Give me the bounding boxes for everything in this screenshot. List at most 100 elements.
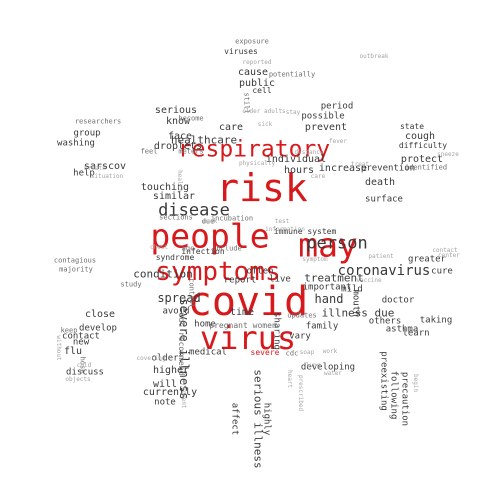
- word-cure: cure: [431, 266, 453, 277]
- word-soap: soap: [299, 349, 315, 356]
- word-spread: spread: [157, 291, 201, 305]
- word-state: state: [399, 122, 425, 131]
- word-affect: affect: [229, 402, 240, 436]
- word-family: family: [305, 321, 339, 332]
- word-test: test: [274, 218, 290, 225]
- word-important: important: [302, 282, 352, 293]
- word-immune-system: immune system: [273, 227, 337, 236]
- word-treatment: treatment: [304, 271, 364, 285]
- word-taking: taking: [419, 315, 453, 326]
- word-majority: majority: [59, 265, 93, 274]
- word-hours: hours: [283, 165, 315, 176]
- word-cdc: cdc: [285, 349, 299, 358]
- word-home: home: [194, 319, 216, 330]
- word-greater: greater: [408, 254, 446, 265]
- word-frequent: frequent: [180, 379, 187, 409]
- word-fever: fever: [328, 138, 348, 145]
- word-pregnant-women: pregnant women: [209, 321, 277, 330]
- word-prevention: prevention: [360, 163, 416, 174]
- word-condition: condition: [133, 267, 193, 281]
- word-cough: cough: [404, 131, 436, 142]
- word-face: face: [167, 131, 193, 142]
- word-treat: treat: [350, 161, 370, 168]
- word-covid: covid: [187, 279, 309, 325]
- word-health: health: [176, 170, 183, 192]
- word-care: care: [218, 122, 244, 133]
- word-developing: developing: [300, 362, 356, 373]
- word-contact: contact: [62, 331, 100, 342]
- word-control: control: [187, 278, 196, 308]
- word-center: center: [438, 252, 460, 259]
- word-develop: develop: [79, 323, 117, 334]
- word-illness-due: illness due: [321, 306, 395, 320]
- word-risk: risk: [216, 166, 308, 210]
- word-following: following: [388, 370, 399, 420]
- word-individual: individual: [265, 154, 327, 165]
- word-close: close: [84, 309, 116, 320]
- word-report: report: [223, 275, 257, 286]
- word-will: will: [152, 379, 178, 390]
- word-precaution: precaution: [399, 371, 410, 427]
- word-work: work: [322, 348, 338, 355]
- word-discuss: discuss: [66, 367, 104, 378]
- word-vaccine: vaccine: [356, 277, 382, 284]
- word-patient: patient: [368, 253, 394, 260]
- word-objects: objects: [65, 376, 91, 383]
- word-meters: meters: [178, 147, 204, 156]
- word-mild: mild: [341, 284, 363, 295]
- word-physically: physically: [238, 160, 276, 167]
- word-exposure: exposure: [235, 37, 269, 46]
- word-feel: feel: [140, 147, 158, 156]
- word-water: water: [323, 370, 343, 377]
- word-learn: learn: [402, 328, 430, 339]
- word-know: know: [165, 116, 191, 127]
- word-possible: possible: [301, 111, 345, 122]
- word-become: become: [178, 114, 204, 123]
- word-prescribed: prescribed: [297, 374, 304, 412]
- word-washing: washing: [57, 138, 95, 149]
- word-contagious: contagious: [53, 256, 97, 265]
- word-droplets: droplets: [153, 141, 203, 152]
- word-group: group: [73, 128, 101, 139]
- word-viruses: viruses: [224, 47, 258, 56]
- word-due: due: [201, 217, 215, 226]
- word-sections: sections: [159, 213, 193, 222]
- word-higher: higher: [152, 365, 190, 376]
- word-often: often: [246, 266, 274, 277]
- word-cell: cell: [252, 86, 272, 95]
- word-time: time: [229, 307, 255, 318]
- word-surface: surface: [365, 194, 403, 205]
- word-infection: infection: [181, 247, 225, 256]
- word-mask: mask: [202, 218, 218, 225]
- word-virus: virus: [199, 319, 297, 357]
- word-chest: chest: [149, 244, 169, 251]
- word-similar: similar: [152, 191, 196, 202]
- word-may: may: [298, 225, 358, 265]
- word-disease: disease: [158, 200, 230, 221]
- word-severe: severe: [250, 348, 280, 357]
- word-sneeze: sneeze: [437, 151, 459, 158]
- word-hand: hand: [314, 292, 344, 306]
- word-preexisting: preexisting: [378, 351, 389, 411]
- word-sarscov: sarscov: [83, 161, 127, 172]
- word-reported: reported: [242, 59, 272, 66]
- word-sick: sick: [257, 121, 273, 128]
- word-mouth: mouth: [350, 289, 361, 317]
- word-older-adults: older adults: [242, 108, 286, 115]
- word-heart: heart: [286, 369, 293, 389]
- word-protect: protect: [400, 154, 444, 165]
- word-serious: serious: [154, 105, 198, 116]
- word-death: death: [364, 177, 396, 188]
- word-include: include: [212, 244, 242, 253]
- word-covering: covering: [136, 355, 166, 362]
- word-respiratory: respiratory: [177, 136, 331, 163]
- word-live: live: [269, 274, 291, 285]
- word-new: new: [72, 337, 90, 348]
- word-identified: identified: [404, 163, 448, 172]
- word-medical: medical: [189, 347, 227, 358]
- word-increase: increase: [318, 163, 368, 174]
- word-help: help: [73, 168, 95, 179]
- word-avoid: avoid: [162, 306, 190, 317]
- word-incubation: incubation: [210, 214, 254, 223]
- word-public: public: [238, 78, 276, 89]
